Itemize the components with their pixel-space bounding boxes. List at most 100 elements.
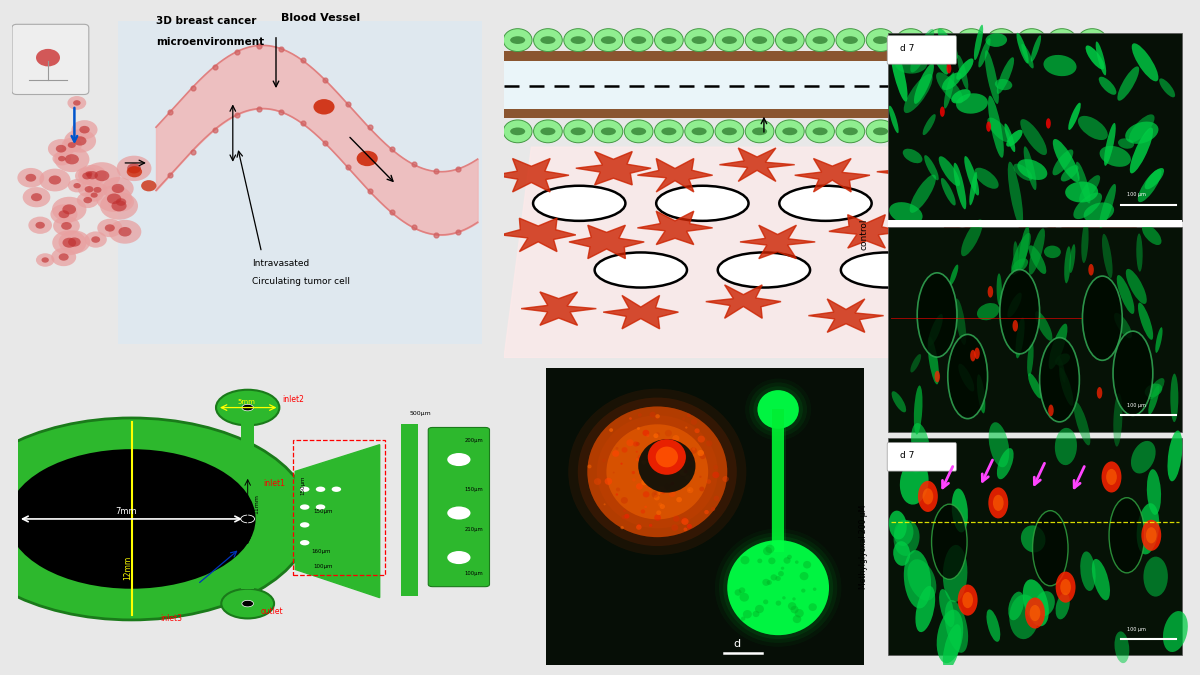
Circle shape [691, 36, 707, 44]
Ellipse shape [986, 610, 1001, 642]
Circle shape [316, 504, 325, 510]
Circle shape [85, 186, 94, 192]
Ellipse shape [1145, 383, 1163, 397]
Ellipse shape [866, 120, 895, 143]
Circle shape [740, 556, 750, 564]
Circle shape [874, 128, 888, 135]
Polygon shape [1000, 225, 1075, 259]
Ellipse shape [923, 488, 934, 504]
Ellipse shape [926, 29, 955, 51]
Ellipse shape [1027, 342, 1033, 377]
Polygon shape [706, 285, 781, 319]
Circle shape [67, 96, 86, 110]
Circle shape [331, 487, 341, 492]
Circle shape [649, 412, 655, 418]
Ellipse shape [1028, 373, 1042, 398]
Ellipse shape [624, 120, 653, 143]
Circle shape [722, 36, 737, 44]
Ellipse shape [1126, 122, 1158, 144]
Ellipse shape [1052, 139, 1080, 182]
Bar [770, 410, 786, 552]
Text: control: control [859, 218, 868, 250]
Circle shape [636, 458, 640, 461]
Circle shape [770, 574, 778, 580]
Ellipse shape [1048, 29, 1076, 51]
Circle shape [752, 36, 767, 44]
Ellipse shape [1106, 469, 1117, 485]
Circle shape [904, 128, 918, 135]
Circle shape [665, 458, 672, 464]
Ellipse shape [943, 545, 967, 602]
Circle shape [97, 219, 122, 237]
Ellipse shape [889, 510, 907, 539]
Ellipse shape [978, 75, 1015, 89]
Circle shape [659, 487, 666, 493]
Ellipse shape [1086, 45, 1104, 70]
Circle shape [78, 165, 107, 186]
Circle shape [1046, 118, 1051, 129]
Circle shape [697, 450, 704, 456]
Ellipse shape [503, 29, 532, 51]
Ellipse shape [1018, 29, 1046, 51]
Circle shape [762, 578, 770, 586]
Ellipse shape [989, 487, 1008, 518]
Circle shape [587, 406, 727, 537]
Ellipse shape [836, 120, 865, 143]
Polygon shape [959, 162, 1034, 196]
Ellipse shape [956, 93, 988, 113]
Polygon shape [504, 147, 1106, 358]
Text: microenvironment: microenvironment [156, 37, 264, 47]
Ellipse shape [1146, 527, 1157, 543]
Text: d 7: d 7 [900, 45, 914, 53]
Ellipse shape [955, 298, 966, 345]
Circle shape [594, 478, 601, 485]
Circle shape [670, 454, 677, 460]
Circle shape [7, 449, 256, 589]
Circle shape [571, 128, 586, 135]
Circle shape [629, 417, 632, 420]
Ellipse shape [1049, 323, 1068, 369]
Circle shape [1025, 36, 1039, 44]
Ellipse shape [1019, 186, 1111, 221]
Circle shape [700, 454, 706, 459]
Circle shape [65, 154, 79, 165]
Ellipse shape [1021, 44, 1033, 68]
Circle shape [664, 483, 671, 489]
Circle shape [448, 551, 470, 564]
Ellipse shape [1007, 293, 1021, 317]
Circle shape [622, 515, 626, 519]
Circle shape [86, 171, 98, 180]
Circle shape [73, 183, 80, 188]
Circle shape [734, 589, 742, 596]
Circle shape [59, 211, 70, 218]
Circle shape [616, 487, 620, 491]
Ellipse shape [1104, 123, 1116, 166]
Ellipse shape [1044, 246, 1061, 258]
Circle shape [757, 390, 799, 429]
Ellipse shape [1025, 597, 1045, 628]
Bar [118, 21, 482, 344]
Ellipse shape [1018, 120, 1046, 143]
Circle shape [49, 176, 61, 184]
Ellipse shape [892, 392, 906, 412]
Circle shape [722, 128, 737, 135]
Circle shape [680, 466, 685, 470]
Circle shape [652, 491, 659, 497]
Ellipse shape [1132, 43, 1158, 82]
Circle shape [67, 142, 76, 148]
Bar [504, 51, 1106, 61]
Text: 5mm: 5mm [238, 399, 254, 405]
Circle shape [679, 456, 683, 460]
Ellipse shape [1056, 593, 1069, 620]
Circle shape [601, 36, 616, 44]
Ellipse shape [952, 89, 971, 103]
Ellipse shape [1069, 244, 1075, 273]
Circle shape [127, 166, 142, 178]
Circle shape [763, 599, 768, 604]
Circle shape [54, 146, 90, 172]
Ellipse shape [1004, 124, 1015, 152]
Polygon shape [809, 299, 883, 332]
Circle shape [616, 447, 618, 450]
Ellipse shape [956, 59, 973, 80]
Circle shape [1097, 387, 1103, 399]
